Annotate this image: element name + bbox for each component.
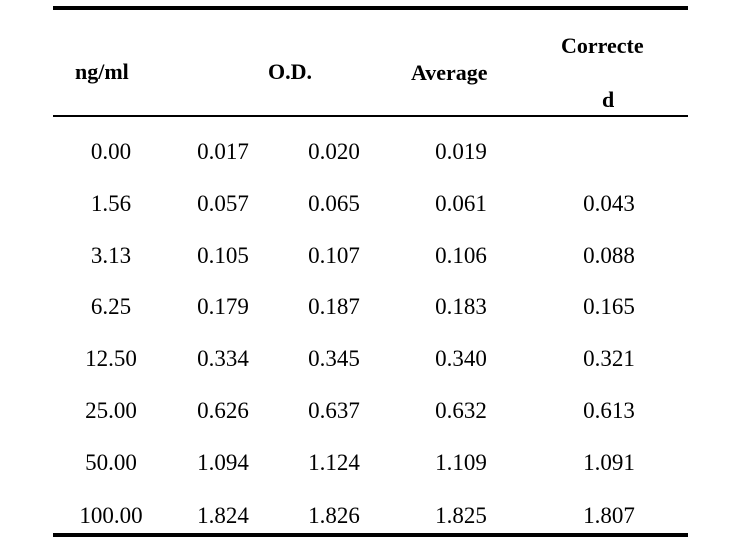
cell-concentration: 100.00 [79, 503, 143, 528]
top-rule [53, 6, 688, 10]
table-row: 1.56 0.057 0.065 0.061 0.043 [0, 189, 750, 219]
cell-average: 1.825 [435, 503, 487, 528]
cell-od-1: 1.094 [197, 450, 249, 475]
cell-od-1: 0.179 [197, 294, 249, 319]
cell-od-1: 1.824 [197, 503, 249, 528]
cell-average: 0.340 [435, 346, 487, 371]
cell-od-1: 0.334 [197, 346, 249, 371]
cell-od-2: 0.065 [308, 191, 360, 216]
cell-average: 0.183 [435, 294, 487, 319]
cell-od-2: 0.345 [308, 346, 360, 371]
cell-concentration: 3.13 [90, 243, 132, 268]
cell-average: 0.061 [435, 191, 487, 216]
header-average: Average [411, 60, 488, 85]
cell-concentration: 0.00 [90, 139, 132, 164]
table-row: 25.00 0.626 0.637 0.632 0.613 [0, 396, 750, 426]
header-corrected-line2: d [602, 87, 615, 112]
table-row: 100.00 1.824 1.826 1.825 1.807 [0, 501, 750, 531]
cell-concentration: 12.50 [85, 346, 137, 371]
cell-concentration: 50.00 [85, 450, 137, 475]
table-row: 3.13 0.105 0.107 0.106 0.088 [0, 241, 750, 271]
cell-corrected: 0.321 [583, 346, 635, 371]
cell-od-1: 0.057 [197, 191, 249, 216]
cell-od-2: 1.826 [308, 503, 360, 528]
header-concentration: ng/ml [75, 59, 129, 84]
cell-od-1: 0.626 [197, 398, 249, 423]
cell-od-1: 0.105 [197, 243, 249, 268]
cell-od-2: 1.124 [308, 450, 360, 475]
table-row: 6.25 0.179 0.187 0.183 0.165 [0, 292, 750, 322]
cell-corrected: 0.165 [583, 294, 635, 319]
cell-corrected: 0.613 [583, 398, 635, 423]
cell-od-2: 0.187 [308, 294, 360, 319]
cell-od-1: 0.017 [197, 139, 249, 164]
cell-concentration: 6.25 [90, 294, 132, 319]
cell-average: 0.019 [435, 139, 487, 164]
cell-od-2: 0.107 [308, 243, 360, 268]
cell-average: 0.632 [435, 398, 487, 423]
bottom-rule [53, 533, 688, 537]
cell-corrected: 1.807 [583, 503, 635, 528]
cell-average: 1.109 [435, 450, 487, 475]
cell-concentration: 25.00 [85, 398, 137, 423]
cell-od-2: 0.637 [308, 398, 360, 423]
cell-corrected: 0.043 [583, 191, 635, 216]
cell-corrected: 1.091 [583, 450, 635, 475]
cell-concentration: 1.56 [90, 191, 132, 216]
header-od: O.D. [268, 59, 312, 84]
table-row: 0.00 0.017 0.020 0.019 [0, 137, 750, 167]
header-corrected-line1: Correcte [561, 33, 644, 58]
cell-od-2: 0.020 [308, 139, 360, 164]
cell-average: 0.106 [435, 243, 487, 268]
table-row: 12.50 0.334 0.345 0.340 0.321 [0, 344, 750, 374]
header-rule [53, 115, 688, 117]
cell-corrected: 0.088 [583, 243, 635, 268]
table-row: 50.00 1.094 1.124 1.109 1.091 [0, 448, 750, 478]
